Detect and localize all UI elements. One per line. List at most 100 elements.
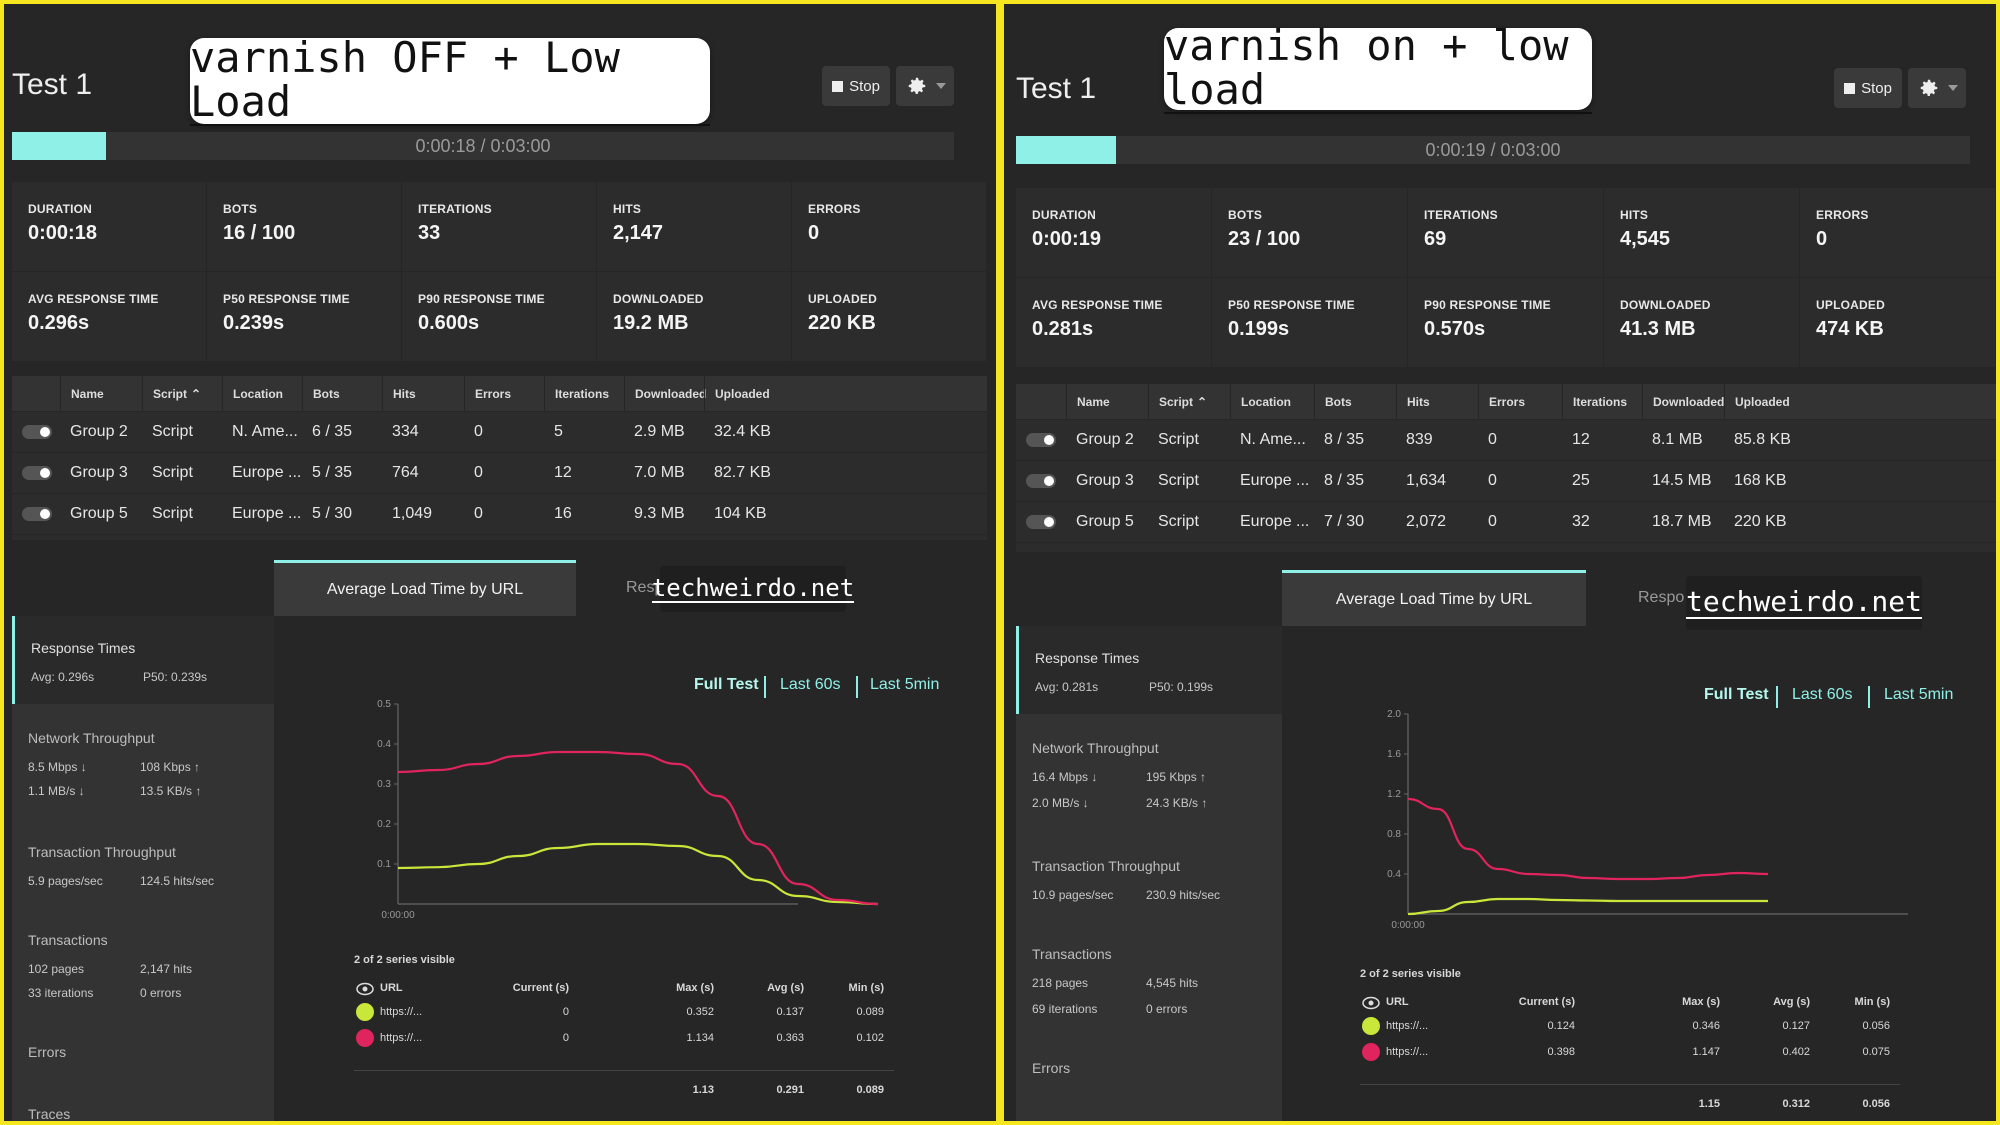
group-enabled-toggle[interactable]	[1026, 433, 1056, 447]
stat-label: ERRORS	[1816, 208, 1869, 222]
column-header-errors[interactable]: Errors	[464, 376, 544, 411]
stat-card: P90 RESPONSE TIME 0.600s	[402, 272, 597, 362]
column-header-bots[interactable]: Bots	[1314, 384, 1396, 419]
tab-average-load-time[interactable]: Average Load Time by URL	[274, 560, 576, 616]
errors-title[interactable]: Errors	[28, 1044, 67, 1060]
column-header-label: Name	[71, 386, 104, 401]
range-last-60s[interactable]: Last 60s	[780, 676, 841, 693]
column-header-location[interactable]: Location	[1230, 384, 1314, 419]
sidebar-item-response-times[interactable]: Response Times Avg: 0.281s P50: 0.199s	[1016, 626, 1282, 714]
network-throughput-title[interactable]: Network Throughput	[28, 730, 155, 746]
group-enabled-toggle[interactable]	[22, 507, 52, 521]
table-cell: Script	[1158, 431, 1199, 448]
settings-button[interactable]	[1908, 68, 1966, 108]
response-avg: Avg: 0.296s	[31, 670, 95, 684]
settings-button[interactable]	[896, 66, 954, 106]
series-toggle-dot[interactable]	[356, 1003, 374, 1021]
eye-icon[interactable]	[1362, 996, 1380, 1010]
stat-value: 0.281s	[1032, 318, 1094, 340]
stat-card: P50 RESPONSE TIME 0.239s	[207, 272, 402, 362]
net-down-rate: 8.5 Mbps ↓	[28, 760, 87, 774]
group-enabled-toggle[interactable]	[1026, 515, 1056, 529]
range-full-test[interactable]: Full Test	[694, 676, 759, 693]
column-header-location[interactable]: Location	[222, 376, 302, 411]
stat-card: ERRORS 0	[1800, 188, 1996, 278]
eye-icon[interactable]	[356, 982, 374, 996]
legend-cell: 0.075	[1862, 1046, 1890, 1058]
stop-button[interactable]: Stop	[822, 66, 890, 106]
table-cell: 839	[1406, 431, 1433, 448]
column-header-downloaded[interactable]: Downloaded	[624, 376, 706, 411]
trans-hits: 4,545 hits	[1146, 976, 1199, 990]
group-enabled-toggle[interactable]	[22, 425, 52, 439]
transaction-throughput-title[interactable]: Transaction Throughput	[28, 844, 176, 860]
column-header-name[interactable]: Name	[1066, 384, 1148, 419]
column-header-bots[interactable]: Bots	[302, 376, 382, 411]
range-last-5min[interactable]: Last 5min	[1884, 686, 1954, 703]
tab-response[interactable]: Respo	[1638, 589, 1685, 606]
legend-divider	[1360, 1084, 1900, 1085]
sidebar-item-response-times[interactable]: Response Times Avg: 0.296s P50: 0.239s	[12, 616, 274, 704]
column-header-hits[interactable]: Hits	[1396, 384, 1478, 419]
series-toggle-dot[interactable]	[356, 1029, 374, 1047]
transactions-title[interactable]: Transactions	[28, 932, 108, 948]
column-header-script[interactable]: Script ⌃	[142, 376, 222, 411]
transactions-title[interactable]: Transactions	[1032, 946, 1112, 962]
column-header-label: Script	[1159, 394, 1194, 409]
errors-title[interactable]: Errors	[1032, 1060, 1071, 1076]
table-cell: Group 5	[1076, 513, 1134, 530]
table-cell: N. Ame...	[232, 423, 298, 440]
table-cell: 1,049	[392, 505, 433, 522]
column-header-label: Iterations	[1573, 394, 1628, 409]
range-last-60s[interactable]: Last 60s	[1792, 686, 1853, 703]
column-header-errors[interactable]: Errors	[1478, 384, 1562, 419]
table-cell: 0	[474, 505, 483, 522]
tab-response[interactable]: Resp	[626, 579, 664, 596]
transaction-throughput-title[interactable]: Transaction Throughput	[1032, 858, 1180, 874]
y-tick-label: 0.2	[377, 819, 391, 830]
legend-divider	[354, 1070, 894, 1071]
group-enabled-toggle[interactable]	[22, 466, 52, 480]
column-header-label: Uploaded	[715, 386, 770, 401]
column-header-label: Location	[233, 386, 283, 401]
table-cell: 0	[1488, 431, 1497, 448]
group-enabled-toggle[interactable]	[1026, 474, 1056, 488]
table-cell: Europe ...	[1240, 472, 1310, 489]
stat-value: 2,147	[613, 222, 664, 244]
column-header-iterations[interactable]: Iterations	[1562, 384, 1642, 419]
column-header-iterations[interactable]: Iterations	[544, 376, 624, 411]
column-header-toggle	[1016, 384, 1066, 419]
column-header-uploaded[interactable]: Uploaded	[1724, 384, 1996, 419]
series-toggle-dot[interactable]	[1362, 1043, 1380, 1061]
table-cell: 7 / 30	[1324, 513, 1365, 530]
legend-header: Min (s)	[848, 982, 884, 994]
table-header: Name Script ⌃ Location Bots Hits Errors Iterat…	[12, 376, 987, 412]
table-cell: 14.5 MB	[1652, 472, 1712, 489]
series-toggle-dot[interactable]	[1362, 1017, 1380, 1035]
table-cell: 104 KB	[714, 505, 767, 522]
column-header-downloaded[interactable]: Downloaded	[1642, 384, 1724, 419]
stop-button[interactable]: Stop	[1834, 68, 1902, 108]
column-header-script[interactable]: Script ⌃	[1148, 384, 1230, 419]
column-header-label: Errors	[475, 386, 512, 401]
column-header-hits[interactable]: Hits	[382, 376, 464, 411]
annotation-note: varnish on + low load	[1164, 23, 1592, 115]
stat-card: ITERATIONS 69	[1408, 188, 1604, 278]
table-cell: 0	[474, 464, 483, 481]
column-header-uploaded[interactable]: Uploaded	[704, 376, 987, 411]
range-full-test[interactable]: Full Test	[1704, 686, 1769, 703]
legend-cell: 0.124	[1547, 1020, 1575, 1032]
trans-errors: 0 errors	[140, 986, 182, 1000]
tab-average-load-time[interactable]: Average Load Time by URL	[1282, 570, 1586, 626]
x-tick-label: 0:00:00	[381, 910, 415, 921]
traces-title[interactable]: Traces	[28, 1106, 71, 1121]
table-cell: 334	[392, 423, 419, 440]
stat-value: 41.3 MB	[1620, 318, 1696, 340]
column-header-name[interactable]: Name	[60, 376, 142, 411]
net-up-rate: 195 Kbps ↑	[1146, 770, 1207, 784]
legend-total: 0.312	[1782, 1098, 1810, 1110]
trans-pages: 102 pages	[28, 962, 85, 976]
legend-cell: 0	[562, 1032, 569, 1044]
network-throughput-title[interactable]: Network Throughput	[1032, 740, 1159, 756]
range-last-5min[interactable]: Last 5min	[870, 676, 940, 693]
